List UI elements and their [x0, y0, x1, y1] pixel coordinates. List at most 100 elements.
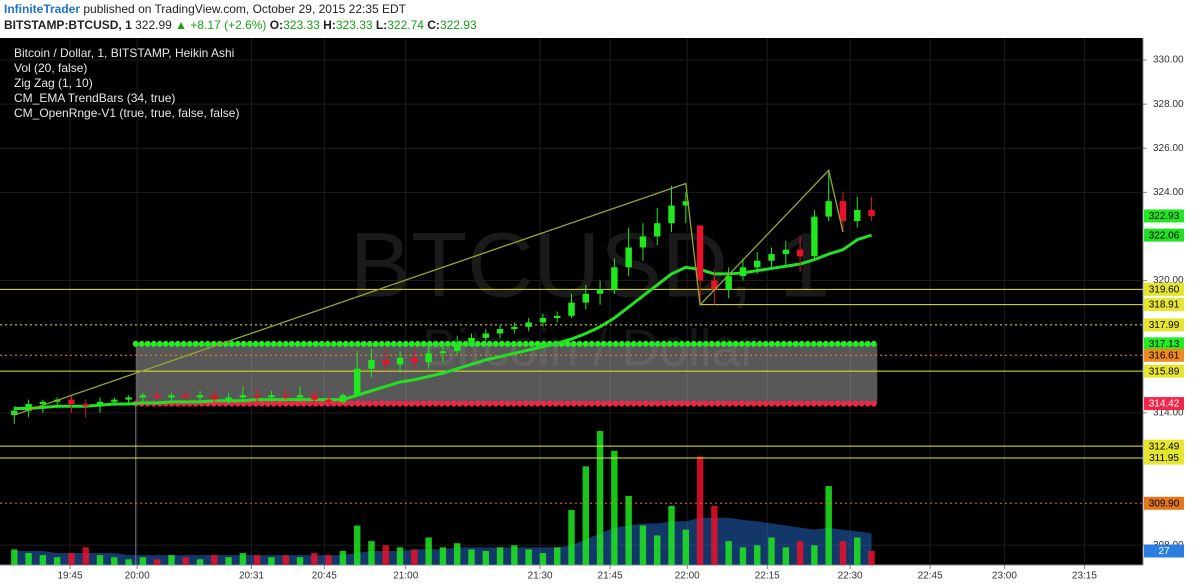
candle-body — [482, 333, 489, 338]
y-tick-label: 320.00 — [1153, 275, 1184, 286]
candle-body — [639, 236, 647, 248]
volume-bar — [496, 547, 504, 565]
indicator-legend: CM_EMA TrendBars (34, true) — [14, 91, 175, 105]
candle-body — [582, 293, 590, 303]
x-tick-label: 22:30 — [838, 571, 863, 582]
published: published on TradingView.com, October 29… — [83, 2, 407, 16]
candle-body — [39, 401, 47, 405]
candle-body — [868, 209, 875, 216]
watermark: BTCUSD, 1 — [350, 214, 831, 316]
volume-bar — [396, 547, 404, 565]
level-label-bg — [1144, 397, 1184, 411]
candle-body — [439, 351, 447, 354]
volume-bar — [282, 555, 289, 565]
level-label: 316.61 — [1149, 350, 1180, 361]
level-label-bg — [1144, 451, 1184, 465]
watermark-sub: Bitcoin / Dollar — [422, 320, 757, 378]
volume-bar — [739, 547, 747, 565]
volume-bar — [582, 466, 590, 565]
candle-body — [682, 201, 690, 206]
candle-body — [382, 359, 389, 365]
candle-body — [496, 329, 504, 334]
ohlc-value: 322.74 — [387, 18, 424, 32]
candle-body — [253, 395, 261, 398]
x-tick-label: 22:15 — [755, 571, 780, 582]
volume-bar — [654, 535, 661, 565]
volume-bar — [468, 549, 475, 565]
volume-bar — [425, 537, 432, 565]
level-label-bg — [1144, 318, 1184, 332]
candle-body — [725, 276, 732, 290]
header: InfiniteTrader published on TradingView.… — [0, 0, 1200, 38]
opening-range-box — [135, 343, 878, 404]
level-label-bg — [1144, 282, 1184, 296]
change: ▲ +8.17 (+2.6%) — [175, 18, 267, 32]
volume-bar — [854, 537, 861, 565]
ohlc-value: 323.33 — [335, 18, 373, 32]
volume-bar — [196, 559, 204, 565]
ohlc-value: 322.93 — [439, 18, 477, 32]
volume-bar — [539, 553, 547, 565]
volume-bar — [353, 525, 361, 565]
candle-body — [625, 247, 632, 268]
candle-body — [425, 353, 432, 363]
candle-body — [368, 359, 375, 369]
y-tick-label: 326.00 — [1153, 143, 1184, 154]
level-label: 312.49 — [1149, 441, 1180, 452]
volume-bar — [639, 525, 647, 565]
candle-body — [211, 395, 218, 400]
last-price: 322.99 — [135, 18, 172, 32]
level-label: 318.91 — [1149, 300, 1180, 311]
volume-bar — [153, 559, 161, 565]
volume-bar — [96, 555, 104, 565]
volume-bar — [611, 450, 618, 565]
volume-bar — [325, 555, 332, 565]
candle-body — [568, 302, 575, 316]
volume-bar — [482, 550, 489, 565]
candle-body — [239, 395, 247, 398]
volume-bar — [439, 547, 447, 565]
candle-body — [268, 395, 275, 398]
candle-body — [168, 395, 175, 398]
volume-bar — [111, 557, 118, 565]
candle-body — [696, 225, 704, 281]
x-tick-label: 21:00 — [393, 571, 418, 582]
volume-bar — [682, 529, 690, 565]
indicator-legend: Bitcoin / Dollar, 1, BITSTAMP, Heikin As… — [14, 46, 234, 60]
level-label-bg — [1144, 439, 1184, 453]
ohlc-label: C: — [427, 18, 440, 32]
volume-bar — [25, 553, 32, 565]
candle-body — [153, 395, 161, 398]
indicator-legend: Zig Zag (1, 10) — [14, 76, 93, 90]
volume-bar — [225, 557, 232, 565]
level-label-bg — [1144, 364, 1184, 378]
volume-bar — [754, 545, 761, 565]
ohlc-label: H: — [323, 18, 336, 32]
volume-bar — [868, 550, 875, 565]
x-tick-label: 19:45 — [57, 571, 82, 582]
candle-body — [225, 397, 232, 400]
candle-body — [411, 357, 418, 363]
x-tick-label: 23:15 — [1072, 571, 1097, 582]
level-label: 317.13 — [1149, 339, 1180, 350]
volume-bar — [839, 541, 847, 565]
volume-bar — [339, 550, 347, 565]
volume-bar — [168, 555, 175, 565]
candle-body — [668, 205, 675, 224]
candle-body — [739, 267, 747, 277]
candle-body — [25, 404, 32, 411]
volume-bar — [725, 541, 732, 565]
candle-body — [596, 289, 604, 294]
candle-body — [296, 395, 304, 398]
volume-bar — [253, 555, 261, 565]
volume-bar — [368, 541, 375, 565]
volume-bar — [39, 555, 47, 565]
author[interactable]: InfiniteTrader — [4, 2, 81, 16]
y-tick-label: 328.00 — [1153, 99, 1184, 110]
level-label: 311.95 — [1149, 453, 1179, 464]
x-tick-label: 22:00 — [675, 571, 700, 582]
volume-bar — [82, 547, 89, 565]
candle-body — [196, 395, 204, 398]
volume-bar — [782, 547, 790, 565]
y-tick-label: 314.00 — [1153, 407, 1184, 418]
